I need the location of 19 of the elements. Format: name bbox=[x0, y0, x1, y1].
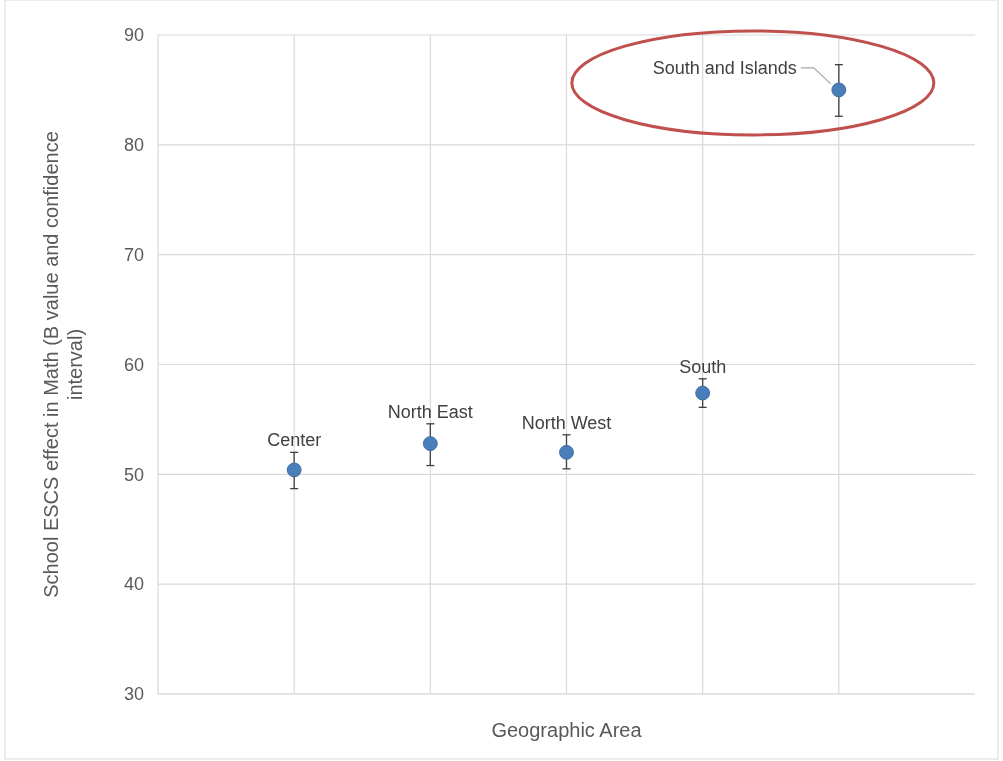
point bbox=[559, 444, 574, 460]
y-tick-label: 80 bbox=[123, 135, 144, 156]
point bbox=[422, 436, 438, 451]
series-label: North West bbox=[521, 412, 612, 433]
y-tick-label: 60 bbox=[123, 354, 144, 375]
y-tick-label: 70 bbox=[123, 244, 144, 265]
y-tick-label: 50 bbox=[123, 464, 144, 485]
text: South and Islands bbox=[652, 58, 797, 79]
point bbox=[695, 385, 711, 401]
y-tick-label: 40 bbox=[123, 574, 144, 595]
series-label: North East bbox=[387, 401, 473, 422]
x-axis-title: Geographic Area bbox=[491, 719, 643, 741]
y-tick-label: 90 bbox=[123, 25, 144, 46]
point bbox=[831, 82, 847, 98]
series-label: South bbox=[679, 356, 727, 377]
point bbox=[286, 462, 302, 478]
y-axis-title: School ESCS effect in Math (B value and confidence interval) bbox=[40, 131, 86, 598]
series-label: Center bbox=[267, 430, 322, 451]
y-tick-label: 30 bbox=[123, 684, 144, 705]
